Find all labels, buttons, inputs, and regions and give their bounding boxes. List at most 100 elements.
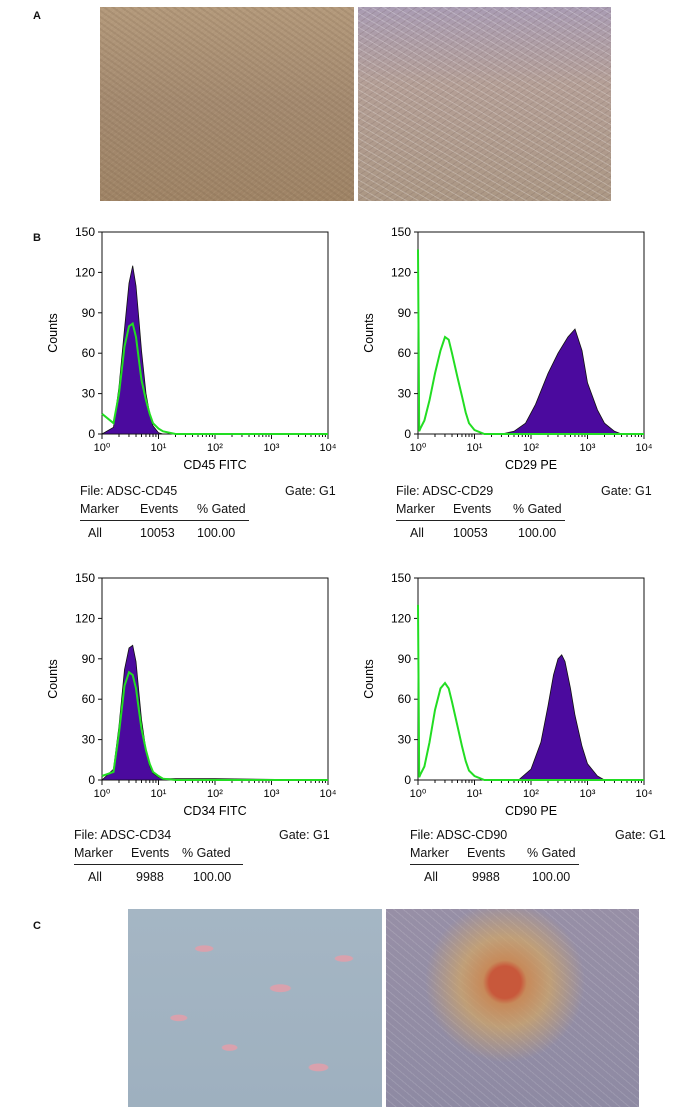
cell-marker: All <box>410 526 424 540</box>
y-tick-label: 120 <box>75 611 95 625</box>
y-tick-label: 150 <box>391 225 411 239</box>
col-events: Events <box>140 502 179 516</box>
cell-marker: All <box>88 870 102 884</box>
cell-gated: 100.00 <box>197 526 236 540</box>
file-label: File: ADSC-CD45 <box>80 484 178 498</box>
x-tick-label: 10² <box>523 442 539 454</box>
stats-cd34: File: ADSC-CD34 Gate: G1 Marker Events %… <box>74 828 339 888</box>
y-tick-label: 90 <box>398 652 412 666</box>
gate-label: Gate: G1 <box>279 828 330 842</box>
y-tick-label: 150 <box>75 571 95 585</box>
x-tick-label: 10¹ <box>151 442 167 454</box>
histogram-cd29: 0 30 60 90 120 150 10⁰ 10¹ 10² 10³ 10⁴ CD29 PE Count… <box>362 225 653 472</box>
micrograph-a-right <box>358 7 611 201</box>
x-tick-label: 10² <box>207 788 223 800</box>
x-axis-label: CD34 FITC <box>183 804 246 818</box>
header-rule <box>410 864 579 865</box>
file-label: File: ADSC-CD29 <box>396 484 494 498</box>
x-tick-label: 10³ <box>264 788 280 800</box>
y-tick-label: 60 <box>398 692 412 706</box>
y-tick-label: 0 <box>404 773 411 787</box>
stats-cd45: File: ADSC-CD45 Gate: G1 Marker Events %… <box>80 484 340 544</box>
y-tick-label: 30 <box>82 387 96 401</box>
x-tick-label: 10² <box>207 442 223 454</box>
y-tick-label: 150 <box>391 571 411 585</box>
col-events: Events <box>131 846 170 860</box>
y-tick-label: 0 <box>88 427 95 441</box>
x-tick-label: 10¹ <box>467 442 483 454</box>
panel-label-c: C <box>33 920 41 932</box>
histogram-cd45: 0 30 60 90 120 150 10⁰ 10¹ 10² 10³ 10⁴ CD45 FITC Cou… <box>46 225 337 472</box>
micrograph-c-right <box>386 909 639 1107</box>
stats-cd29: File: ADSC-CD29 Gate: G1 Marker Events %… <box>396 484 661 544</box>
y-axis-label: Counts <box>46 659 60 699</box>
y-tick-label: 30 <box>398 733 412 747</box>
histogram-fill <box>100 265 328 435</box>
x-tick-label: 10⁴ <box>320 788 337 800</box>
cell-events: 10053 <box>140 526 175 540</box>
x-axis-label: CD29 PE <box>505 458 557 472</box>
y-axis-label: Counts <box>46 313 60 353</box>
control-line <box>101 321 328 435</box>
y-tick-label: 60 <box>398 346 412 360</box>
micrograph-c-left <box>128 909 382 1107</box>
cell-marker: All <box>424 870 438 884</box>
cell-gated: 100.00 <box>532 870 571 884</box>
y-tick-label: 60 <box>82 346 96 360</box>
x-tick-label: 10⁴ <box>636 442 653 454</box>
y-tick-label: 120 <box>391 611 411 625</box>
col-gated: % Gated <box>527 846 576 860</box>
control-line <box>417 604 644 781</box>
y-tick-label: 90 <box>398 306 412 320</box>
x-axis-label: CD45 FITC <box>183 458 246 472</box>
micrograph-a-left <box>100 7 354 201</box>
x-axis-label: CD90 PE <box>505 804 557 818</box>
x-tick-label: 10⁰ <box>94 788 111 800</box>
plot-frame <box>417 231 645 435</box>
file-label: File: ADSC-CD90 <box>410 828 508 842</box>
histogram-fill <box>418 654 644 781</box>
col-marker: Marker <box>410 846 449 860</box>
panel-label-b: B <box>33 232 41 244</box>
plot-frame <box>417 577 645 781</box>
cell-gated: 100.00 <box>193 870 232 884</box>
col-gated: % Gated <box>182 846 231 860</box>
header-rule <box>74 864 243 865</box>
y-tick-label: 120 <box>75 265 95 279</box>
stats-cd90: File: ADSC-CD90 Gate: G1 Marker Events %… <box>410 828 672 888</box>
gate-label: Gate: G1 <box>285 484 336 498</box>
y-axis-label: Counts <box>362 313 376 353</box>
col-gated: % Gated <box>513 502 562 516</box>
header-rule <box>80 520 249 521</box>
cell-marker: All <box>88 526 102 540</box>
control-line <box>417 249 644 435</box>
col-marker: Marker <box>396 502 435 516</box>
cell-events: 9988 <box>472 870 500 884</box>
x-tick-label: 10⁰ <box>410 442 427 454</box>
cell-events: 10053 <box>453 526 488 540</box>
x-tick-label: 10¹ <box>151 788 167 800</box>
gate-label: Gate: G1 <box>615 828 666 842</box>
col-gated: % Gated <box>197 502 246 516</box>
histogram-fill <box>418 328 644 435</box>
cell-events: 9988 <box>136 870 164 884</box>
x-tick-label: 10³ <box>580 442 596 454</box>
histogram-fill <box>100 644 329 781</box>
histogram-cd90: 0 30 60 90 120 150 10⁰ 10¹ 10² 10³ 10⁴ CD90 PE Count… <box>362 571 653 818</box>
y-tick-label: 120 <box>391 265 411 279</box>
col-marker: Marker <box>74 846 113 860</box>
y-tick-label: 0 <box>404 427 411 441</box>
y-tick-label: 150 <box>75 225 95 239</box>
y-tick-label: 90 <box>82 306 96 320</box>
histogram-cd34: 0 30 60 90 120 150 10⁰ 10¹ 10² 10³ 10⁴ CD34 FITC Cou… <box>46 571 337 818</box>
y-tick-label: 30 <box>398 387 412 401</box>
x-tick-label: 10³ <box>264 442 280 454</box>
x-tick-label: 10⁰ <box>410 788 427 800</box>
y-tick-label: 30 <box>82 733 96 747</box>
x-tick-label: 10⁴ <box>320 442 337 454</box>
x-tick-label: 10¹ <box>467 788 483 800</box>
col-events: Events <box>453 502 492 516</box>
panel-label-a: A <box>33 10 41 22</box>
x-tick-label: 10³ <box>580 788 596 800</box>
x-tick-label: 10⁰ <box>94 442 111 454</box>
